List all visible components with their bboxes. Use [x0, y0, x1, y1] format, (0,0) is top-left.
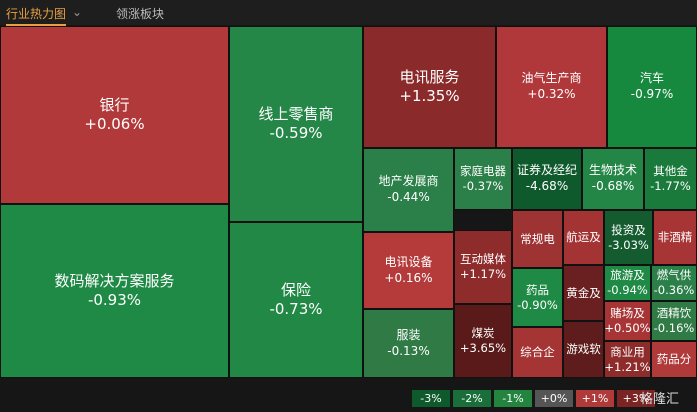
tile-name: 电讯设备 — [384, 254, 433, 269]
tile-name: 黄金及 — [566, 285, 601, 300]
tile[interactable]: 药品 -0.90% — [512, 268, 563, 327]
tile[interactable]: 综合企 — [512, 327, 563, 378]
tile[interactable]: 数码解决方案服务 -0.93% — [0, 204, 229, 378]
tile-name: 燃气供 — [656, 268, 692, 283]
tile-name: 其他金 — [653, 164, 688, 179]
tile[interactable]: 家庭电器 -0.37% — [454, 148, 512, 210]
tile-change: -0.94% — [607, 283, 648, 297]
tile-change: -0.90% — [517, 297, 558, 312]
header: 行业热力图 ⌄ 领涨板块 — [0, 0, 697, 26]
tile-name: 保险 — [280, 280, 311, 299]
tile-change: +0.06% — [84, 115, 145, 133]
tile[interactable]: 电讯服务 +1.35% — [363, 26, 496, 148]
tile[interactable]: 线上零售商 -0.59% — [229, 26, 363, 222]
tile-change: -3.03% — [608, 237, 649, 252]
tile[interactable]: 油气生产商 +0.32% — [496, 26, 607, 148]
tile-name: 汽车 — [639, 71, 664, 86]
tile[interactable]: 商业用 +1.21% — [604, 341, 651, 378]
tile-name: 数码解决方案服务 — [54, 271, 175, 290]
tile[interactable]: 证券及经纪 -4.68% — [512, 148, 582, 210]
watermark: 格隆汇 — [640, 392, 680, 407]
tile-name: 常规电 — [520, 231, 555, 246]
tile[interactable]: 航运及 — [563, 210, 604, 265]
tile[interactable]: 黄金及 — [563, 265, 604, 321]
tile-change: -0.44% — [387, 190, 430, 204]
tile-name: 互动媒体 — [460, 252, 506, 267]
tile[interactable]: 银行 +0.06% — [0, 26, 229, 204]
tile-name: 赌场及 — [610, 306, 645, 321]
tile-name: 投资及 — [611, 222, 646, 237]
tile[interactable]: 生物技术 -0.68% — [582, 148, 644, 210]
tab[interactable]: 行业热力图 — [6, 5, 67, 26]
tile-change: -0.37% — [462, 179, 504, 193]
tile[interactable]: 药品分 — [651, 341, 697, 378]
tile-change: +1.17% — [459, 267, 507, 281]
tile-name: 酒精饮 — [656, 306, 692, 321]
tile[interactable]: 常规电 — [512, 210, 563, 268]
tile-change: -0.93% — [87, 291, 142, 309]
tile-name: 生物技术 — [588, 163, 637, 178]
dropdown-icon[interactable]: ⌄ — [72, 5, 83, 19]
tile[interactable]: 燃气供 -0.36% — [651, 265, 697, 301]
tile[interactable]: 旅游及 -0.94% — [604, 265, 651, 301]
tile[interactable]: 投资及 -3.03% — [604, 210, 653, 265]
tile-change: +0.50% — [604, 321, 651, 335]
tile-name: 证券及经纪 — [516, 163, 577, 178]
tile-name: 家庭电器 — [460, 164, 506, 179]
tile[interactable]: 服装 -0.13% — [363, 309, 454, 378]
tile-name: 线上零售商 — [258, 104, 334, 123]
tile[interactable]: 电讯设备 +0.16% — [363, 232, 454, 309]
legend-item: +0% — [535, 390, 573, 407]
tile[interactable]: 赌场及 +0.50% — [604, 301, 651, 341]
tile-name: 药品分 — [656, 352, 692, 367]
tile-name: 商业用 — [610, 344, 645, 359]
tile[interactable]: 非酒精 — [653, 210, 697, 265]
tile-change: +1.21% — [604, 359, 651, 374]
tile-change: +0.32% — [527, 87, 576, 101]
legend-item: -1% — [494, 390, 532, 407]
legend-item: +3% — [617, 390, 655, 407]
tile-change: -0.97% — [630, 87, 674, 101]
tile-change: -0.36% — [653, 283, 695, 297]
tile-name: 油气生产商 — [521, 71, 582, 86]
tile-name: 地产发展商 — [378, 174, 439, 189]
tile[interactable]: 互动媒体 +1.17% — [454, 230, 512, 304]
tile[interactable]: 汽车 -0.97% — [607, 26, 697, 148]
tile-change: -1.77% — [650, 179, 691, 193]
tile-name: 旅游及 — [610, 268, 645, 283]
tile[interactable]: 地产发展商 -0.44% — [363, 148, 454, 232]
tile-name: 煤炭 — [471, 326, 495, 341]
tile-change: +0.16% — [384, 270, 433, 285]
tile-name: 游戏软 — [566, 342, 601, 357]
tile[interactable]: 酒精饮 -0.16% — [651, 301, 697, 341]
tile[interactable]: 保险 -0.73% — [229, 222, 363, 378]
tile-change: -0.73% — [269, 300, 323, 318]
tile[interactable]: 煤炭 +3.65% — [454, 304, 512, 378]
legend-item: +1% — [576, 390, 614, 407]
tile-change: -0.16% — [653, 321, 695, 335]
tile-change: -4.68% — [525, 179, 569, 193]
tile-name: 电讯服务 — [399, 67, 460, 86]
legend-item: -3% — [412, 390, 450, 407]
tab[interactable]: 领涨板块 — [116, 7, 165, 21]
tile[interactable]: 游戏软 — [563, 321, 604, 378]
tile-change: -0.68% — [591, 179, 635, 193]
tile-change: +1.35% — [399, 87, 460, 105]
tile-name: 非酒精 — [657, 230, 693, 245]
legend-item: -2% — [453, 390, 491, 407]
tile-change: -0.59% — [269, 124, 323, 142]
tile-change: +3.65% — [459, 341, 507, 355]
tile-change: -0.13% — [387, 343, 430, 358]
tile[interactable]: 其他金 -1.77% — [644, 148, 697, 210]
tile-name: 服装 — [396, 327, 421, 342]
tile-name: 综合企 — [520, 345, 555, 360]
tile-name: 航运及 — [566, 230, 601, 245]
tile-name: 银行 — [99, 95, 130, 114]
tile-name: 药品 — [526, 282, 549, 297]
